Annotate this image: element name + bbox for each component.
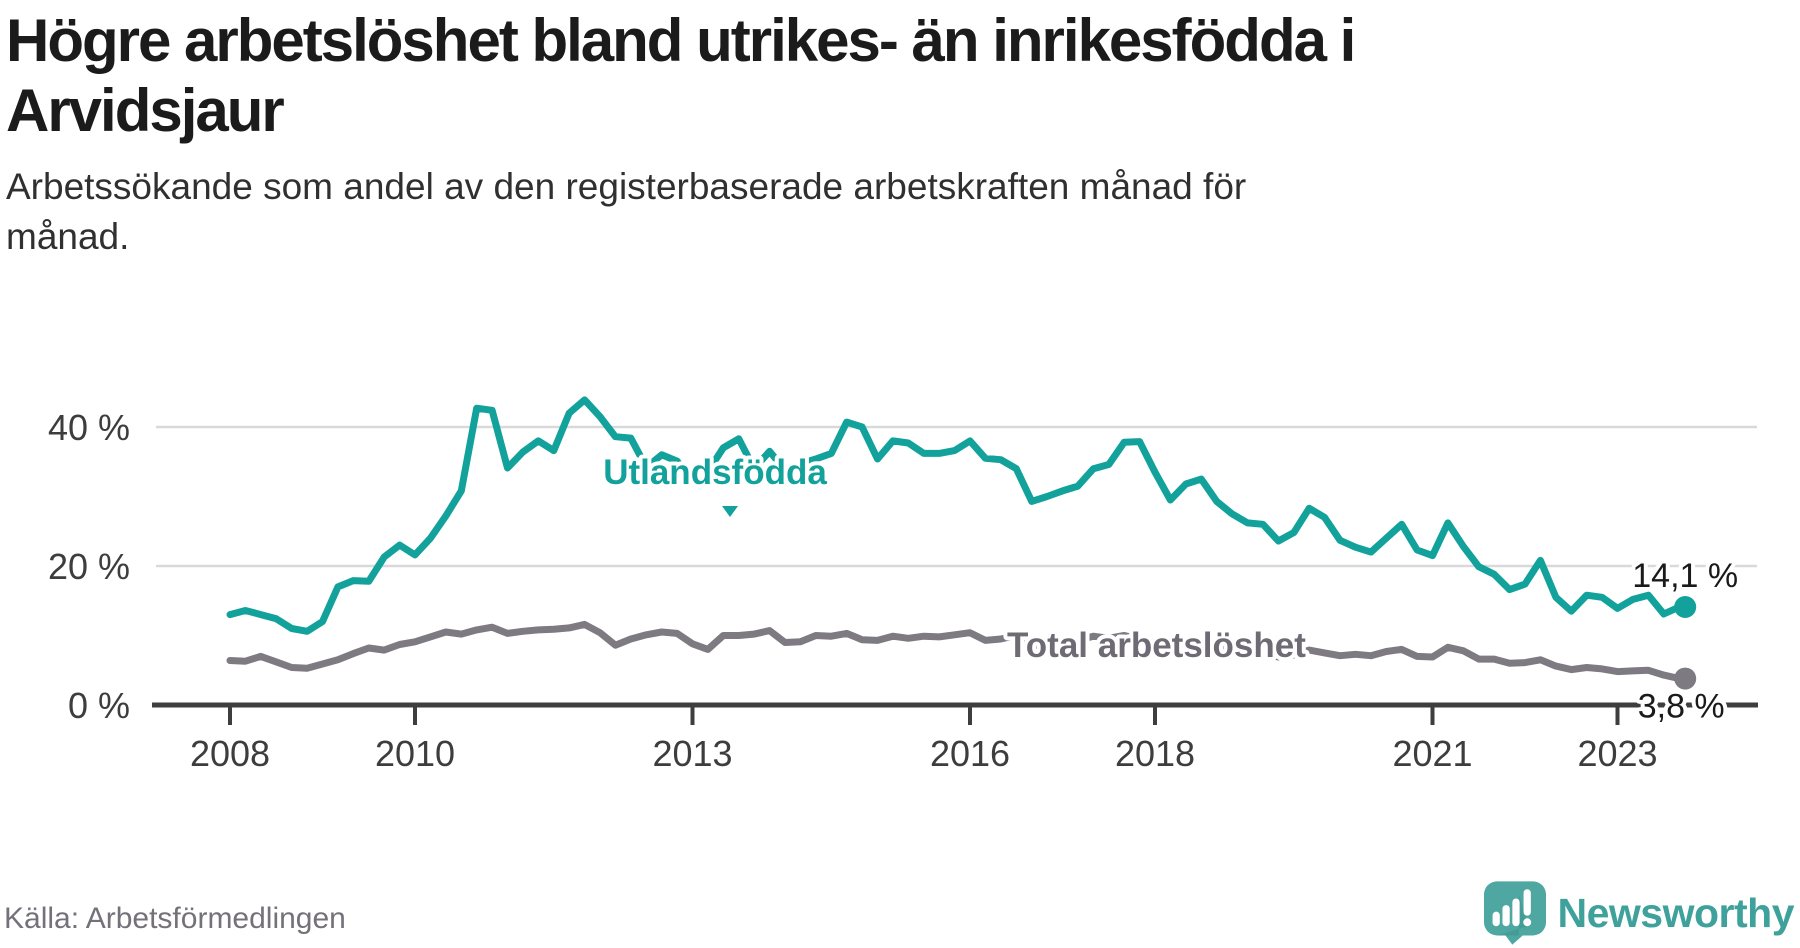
x-axis-label-2021: 2021 [1392, 733, 1472, 774]
series-label-utlandsfodda: Utlandsfödda [603, 453, 827, 492]
chart-title: Högre arbetslöshet bland utrikes- än inr… [6, 6, 1766, 146]
x-axis-label-2013: 2013 [652, 733, 732, 774]
chart-subtitle-line2: månad. [6, 216, 130, 257]
endpoint-value-total: 3,8 % [1638, 688, 1725, 726]
chart-subtitle: Arbetssökande som andel av den registerb… [6, 162, 1506, 262]
newsworthy-icon [1483, 881, 1546, 945]
x-axis-label-2010: 2010 [375, 733, 455, 774]
endpoint-value-utlandsfodda: 14,1 % [1632, 557, 1738, 595]
source-label: Källa: Arbetsförmedlingen [4, 902, 346, 935]
line-chart: 0 % 20 % 40 % 2008 2010 2013 2016 2018 2021 2023 U… [48, 396, 1758, 774]
series-line-total [226, 620, 1683, 683]
endpoint-dot-total [1674, 667, 1697, 690]
endpoint-dot-utlandsfodda [1674, 596, 1697, 619]
chart-subtitle-line1: Arbetssökande som andel av den registerb… [6, 166, 1247, 207]
x-axis-label-2018: 2018 [1115, 733, 1195, 774]
y-axis-label-40: 40 % [48, 407, 130, 448]
y-axis-label-0: 0 % [68, 685, 130, 726]
label-caret-down-icon [722, 506, 738, 517]
chart-title-line1: Högre arbetslöshet bland utrikes- än inr… [6, 7, 1356, 74]
series-line-utlandsfodda [226, 396, 1683, 635]
newsworthy-wordmark: Newsworthy [1557, 889, 1795, 936]
y-axis-label-20: 20 % [48, 546, 130, 587]
x-axis-label-2016: 2016 [930, 733, 1010, 774]
x-axis-label-2023: 2023 [1577, 733, 1657, 774]
x-axis-label-2008: 2008 [190, 733, 270, 774]
newsworthy-logo: Newsworthy [1482, 878, 1795, 948]
chart-title-line2: Arvidsjaur [6, 77, 285, 144]
series-label-total: Total arbetslöshet [1007, 626, 1306, 665]
